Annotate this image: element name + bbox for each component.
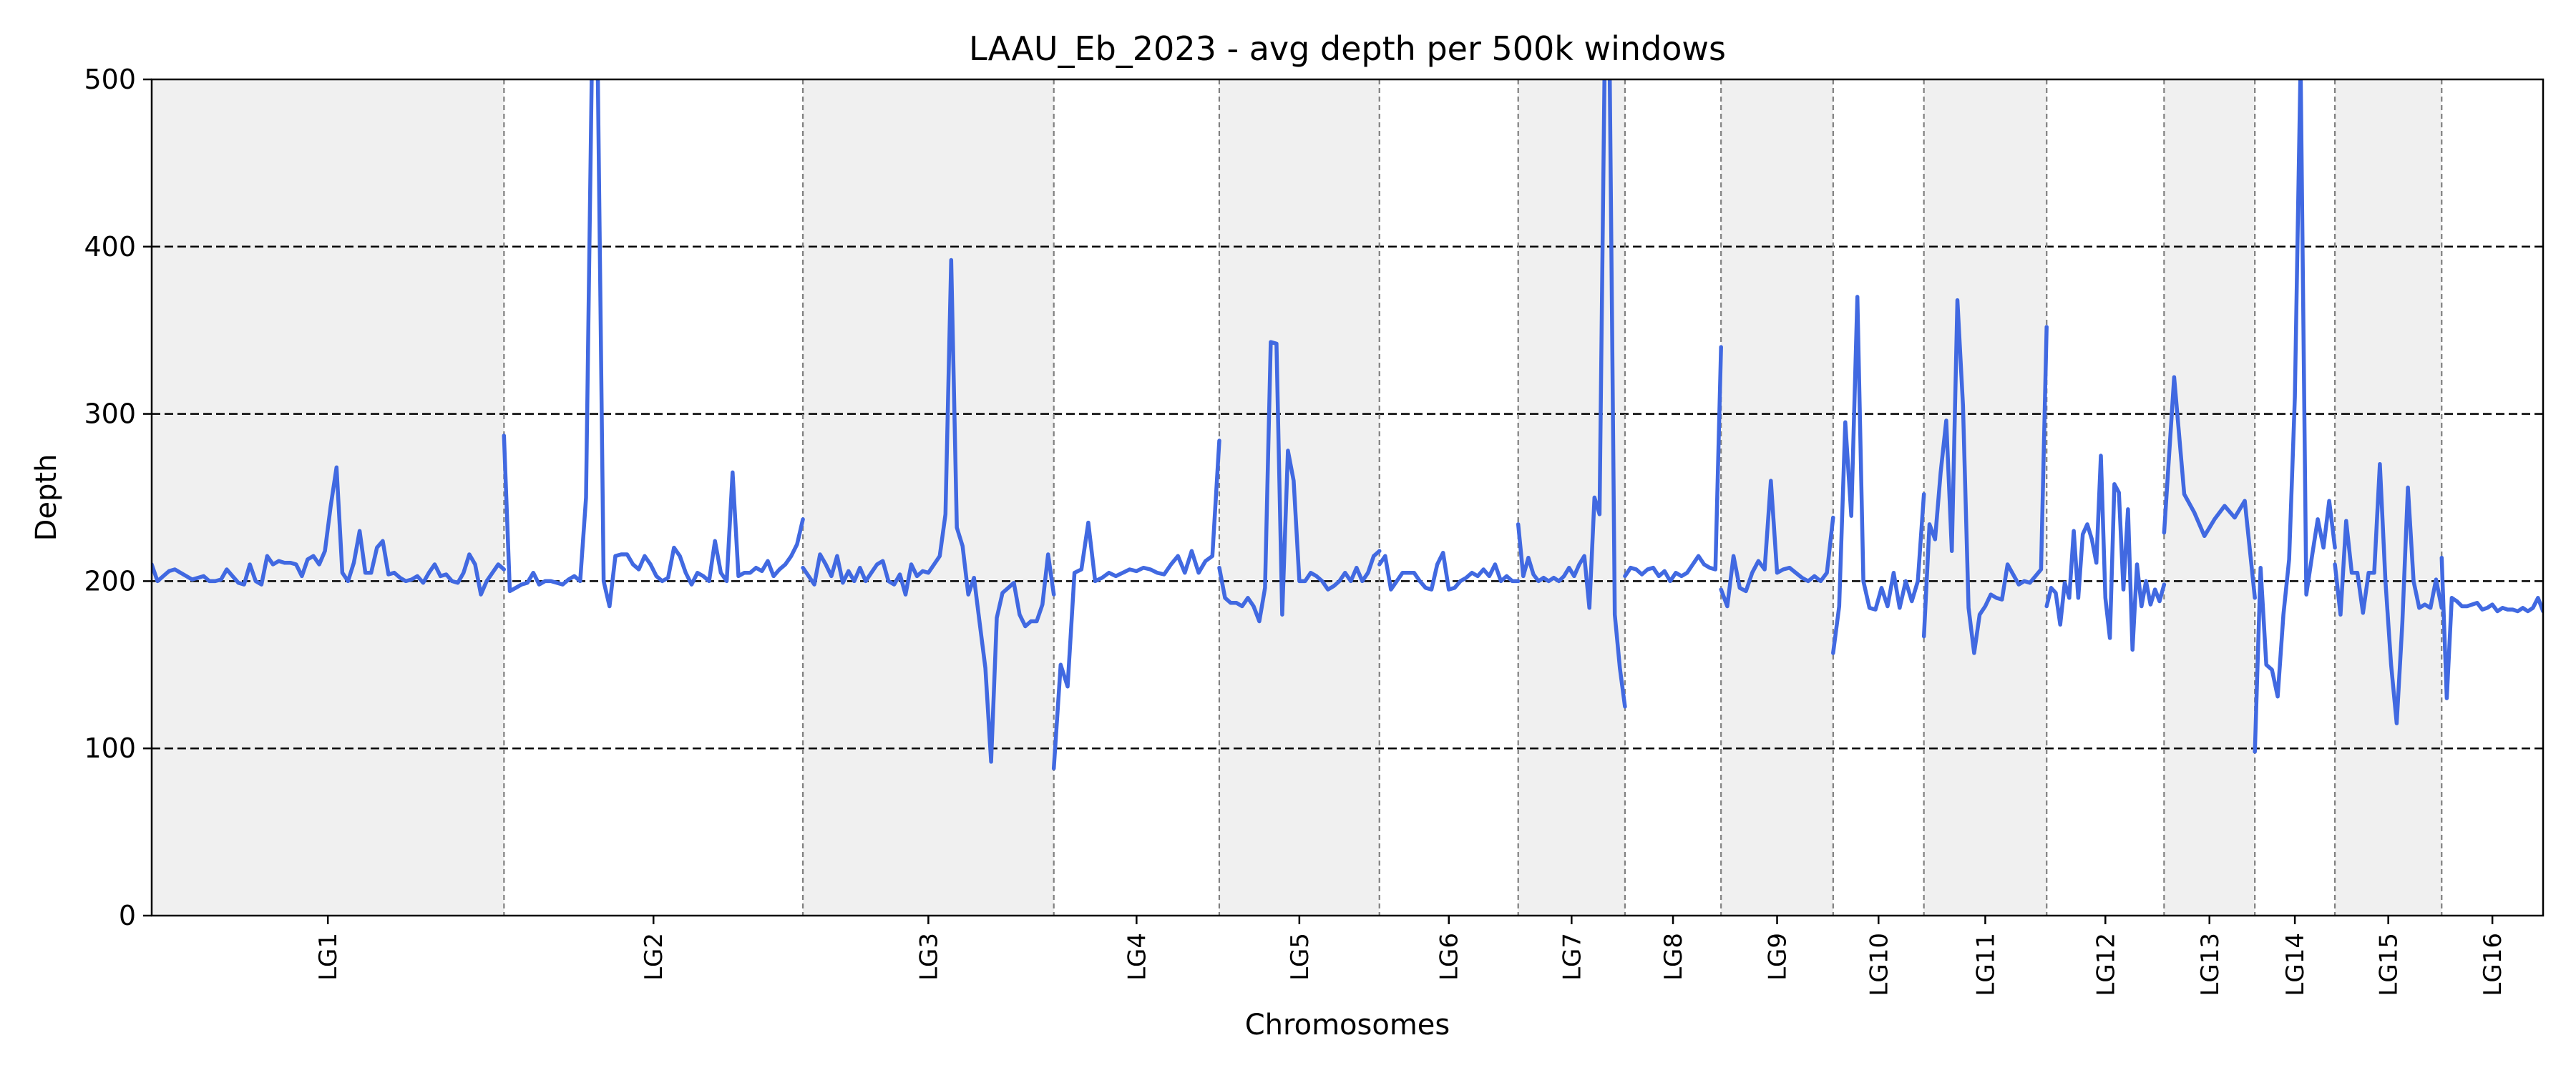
- x-tick-label-lg4: LG4: [1123, 933, 1151, 981]
- y-axis: 0 100 200 300 400 500: [84, 64, 152, 931]
- series-line-lg5: [1217, 340, 1382, 624]
- series-line-lg13: [2162, 375, 2257, 600]
- x-tick-label-lg6: LG6: [1435, 933, 1464, 981]
- chromosome-boundaries: [503, 79, 2443, 916]
- y-tick-label: 200: [84, 565, 136, 597]
- series-line-lg1: [152, 465, 507, 597]
- series-line-lg2: [502, 79, 805, 609]
- x-tick-label-lg7: LG7: [1558, 933, 1586, 981]
- x-tick-label-lg5: LG5: [1286, 933, 1314, 981]
- series-line-lg15: [2333, 461, 2444, 725]
- x-axis-label: Chromosomes: [1245, 1009, 1450, 1042]
- series-line-lg9: [1719, 479, 1835, 609]
- band-lg9: [1721, 79, 1833, 916]
- band-lg1: [152, 79, 504, 916]
- x-tick-label-lg10: LG10: [1865, 933, 1893, 996]
- x-tick-label-lg8: LG8: [1659, 933, 1688, 981]
- y-tick-label: 500: [84, 64, 136, 95]
- chromosome-bands: [152, 79, 2442, 916]
- series-line-lg4: [1051, 438, 1221, 771]
- band-lg13: [2164, 79, 2255, 916]
- x-axis: LG1 LG2 LG3 LG4 LG5 LG6 LG7 LG8 LG9 LG10 LG11 LG12 L…: [314, 916, 2507, 996]
- x-tick-label-lg12: LG12: [2092, 933, 2120, 996]
- series-line-lg7: [1516, 79, 1627, 709]
- x-tick-label-lg9: LG9: [1764, 933, 1792, 981]
- y-tick-label: 400: [84, 231, 136, 263]
- series-line-lg3: [801, 258, 1056, 764]
- band-lg15: [2335, 79, 2442, 916]
- y-tick-label: 100: [84, 733, 136, 764]
- x-tick-label-lg13: LG13: [2196, 933, 2225, 996]
- series-line-lg12: [2044, 454, 2167, 652]
- band-lg5: [1219, 79, 1380, 916]
- y-axis-label: Depth: [30, 454, 63, 542]
- x-tick-label-lg16: LG16: [2479, 933, 2507, 996]
- band-lg11: [1923, 79, 2047, 916]
- y-tick-label: 300: [84, 398, 136, 430]
- x-tick-label-lg15: LG15: [2375, 933, 2404, 996]
- band-lg7: [1518, 79, 1625, 916]
- series-line-lg16: [2439, 555, 2543, 700]
- series-line-lg10: [1831, 295, 1926, 655]
- x-tick-label-lg2: LG2: [640, 933, 668, 981]
- x-tick-label-lg14: LG14: [2281, 933, 2310, 996]
- series-line-lg14: [2253, 79, 2337, 754]
- y-tick-label: 0: [119, 900, 136, 931]
- series-line-lg8: [1623, 345, 1723, 584]
- x-tick-label-lg1: LG1: [314, 933, 343, 981]
- series-line-lg6: [1377, 550, 1521, 592]
- band-lg3: [803, 79, 1054, 916]
- x-tick-label-lg11: LG11: [1971, 933, 2000, 996]
- x-tick-label-lg3: LG3: [914, 933, 943, 981]
- depth-series: [152, 79, 2543, 771]
- plot-frame: [150, 78, 2545, 917]
- chart-title: LAAU_Eb_2023 - avg depth per 500k window…: [969, 29, 1726, 68]
- series-line-lg11: [1921, 298, 2049, 655]
